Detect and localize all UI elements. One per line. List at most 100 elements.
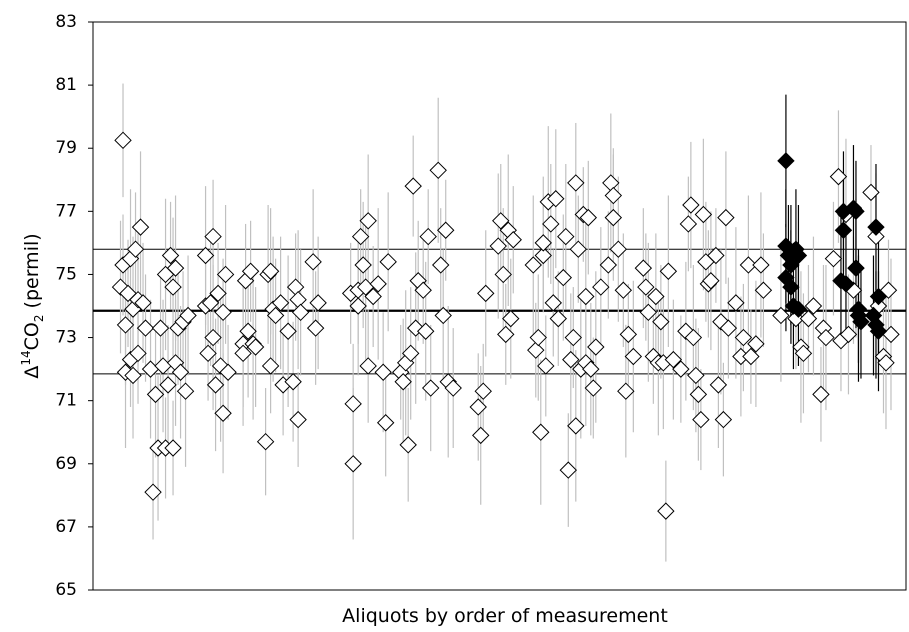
point <box>309 294 327 312</box>
point <box>144 483 162 501</box>
y-tick-label: 75 <box>55 264 77 284</box>
point <box>279 322 297 340</box>
point <box>374 363 392 381</box>
y-tick-label: 67 <box>55 517 77 537</box>
point <box>354 256 372 274</box>
point <box>119 284 137 303</box>
y-tick-label: 69 <box>55 454 77 474</box>
point <box>684 328 703 347</box>
point <box>422 379 440 397</box>
point <box>159 376 177 394</box>
point <box>782 278 800 296</box>
point <box>379 253 397 271</box>
point <box>271 294 290 312</box>
y-tick-label: 77 <box>55 201 77 221</box>
point <box>201 294 220 312</box>
point <box>497 325 515 344</box>
point <box>524 256 542 274</box>
point <box>146 385 165 404</box>
point <box>126 240 145 258</box>
point <box>344 455 362 473</box>
y-tick-label: 65 <box>55 580 77 600</box>
point <box>171 363 190 381</box>
point <box>672 360 690 378</box>
point <box>166 259 185 277</box>
point <box>789 300 808 318</box>
point <box>209 284 227 303</box>
point <box>234 344 252 363</box>
point <box>474 382 492 400</box>
point <box>444 379 462 397</box>
point <box>839 325 858 344</box>
point <box>261 262 280 280</box>
point <box>492 212 510 230</box>
point <box>351 227 370 246</box>
point <box>702 272 720 290</box>
point <box>469 398 487 416</box>
point <box>529 328 547 347</box>
point <box>261 357 280 375</box>
point <box>584 379 603 397</box>
point <box>624 347 643 366</box>
point <box>399 436 417 454</box>
point <box>161 246 180 265</box>
point <box>214 404 232 422</box>
point <box>432 256 450 274</box>
y-tick-label: 79 <box>55 138 77 158</box>
point <box>614 281 633 299</box>
point <box>664 350 683 369</box>
point <box>504 231 522 249</box>
point <box>709 376 728 394</box>
point <box>206 376 225 394</box>
point <box>199 344 217 363</box>
point <box>837 275 855 293</box>
point <box>114 131 132 150</box>
y-label-part: CO <box>21 322 43 350</box>
point <box>582 360 600 378</box>
point <box>532 423 550 441</box>
point <box>602 174 620 192</box>
point <box>164 439 182 457</box>
point <box>239 322 257 340</box>
point <box>394 373 412 391</box>
point <box>804 297 823 315</box>
point <box>151 319 170 337</box>
point <box>637 278 655 296</box>
point <box>609 240 628 258</box>
point <box>652 313 670 331</box>
point <box>369 275 387 293</box>
point <box>689 385 708 404</box>
point <box>567 174 585 192</box>
point <box>204 328 222 347</box>
point <box>812 385 830 404</box>
point <box>682 196 700 214</box>
point <box>477 284 495 303</box>
point <box>604 208 623 227</box>
point <box>799 309 818 328</box>
y-label-part: 14 <box>19 350 33 365</box>
y-tick-label: 81 <box>55 75 77 95</box>
point <box>289 290 307 309</box>
point <box>564 328 583 347</box>
point <box>639 303 658 322</box>
point <box>256 432 275 451</box>
point <box>599 256 618 274</box>
point <box>289 410 307 429</box>
y-label-part: (permil) <box>21 233 43 314</box>
point <box>534 246 552 265</box>
plot-frame <box>92 21 907 591</box>
point <box>376 414 395 432</box>
point <box>867 227 885 246</box>
point <box>712 313 730 331</box>
point <box>414 281 432 299</box>
point <box>782 256 800 274</box>
point <box>794 344 813 363</box>
point <box>747 335 765 353</box>
point <box>554 268 572 287</box>
point <box>862 183 880 202</box>
point <box>111 278 130 296</box>
point <box>829 167 848 186</box>
point <box>679 215 698 233</box>
point <box>847 202 865 221</box>
